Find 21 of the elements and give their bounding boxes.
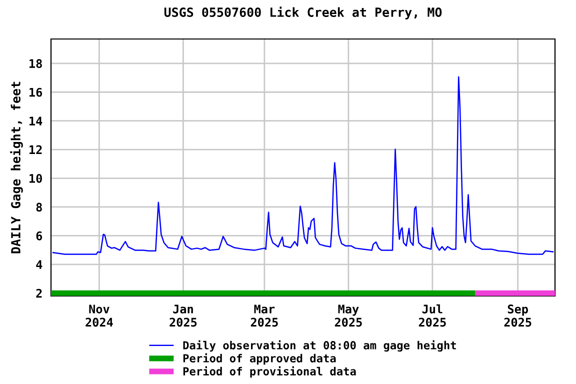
y-tick-label: 4 [36, 260, 42, 269]
y-tick-label: 6 [36, 231, 42, 240]
y-tick-label: 8 [36, 202, 42, 212]
y-tick-label: 18 [30, 59, 42, 68]
y-tick-label: 16 [30, 88, 42, 97]
legend-label: Period of provisional data [183, 366, 356, 378]
x-tick-label: Mar 2025 [250, 304, 278, 327]
line-series [52, 76, 554, 255]
y-tick-label: 10 [30, 174, 42, 183]
x-tick-label: May 2025 [334, 304, 362, 327]
y-tick-label: 12 [30, 145, 42, 154]
legend-label: Daily observation at 08:00 am gage height [183, 340, 456, 352]
x-tick-label: Jul 2025 [418, 304, 446, 327]
x-tick-label: Jan 2025 [170, 304, 197, 327]
chart-title: USGS 05507600 Lick Creek at Perry, MO [164, 6, 442, 20]
x-tick-label: Sep 2025 [504, 304, 532, 327]
y-tick-label: 14 [30, 116, 42, 126]
legend-label: Period of approved data [183, 353, 336, 365]
y-tick-label: 2 [36, 288, 42, 298]
x-tick-label: Nov 2024 [86, 304, 113, 327]
y-axis-title: DAILY Gage height, feet [10, 82, 23, 254]
